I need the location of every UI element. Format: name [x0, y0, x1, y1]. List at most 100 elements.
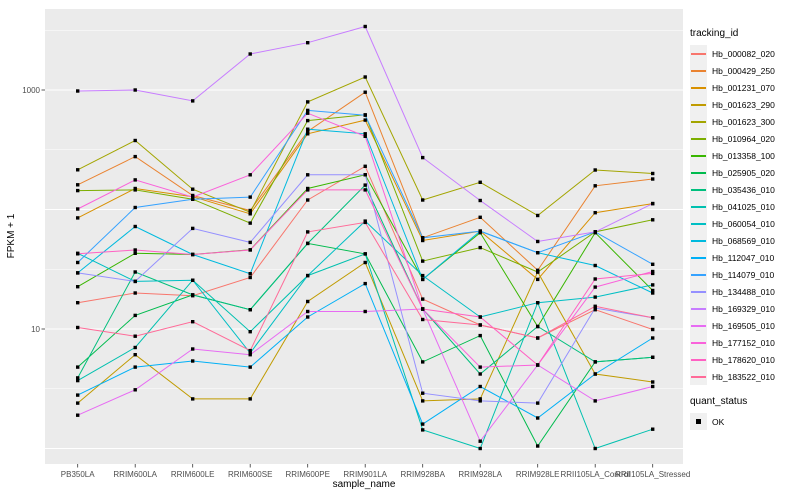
data-point-Hb_112047_010-RRII105LA_Stressed [651, 336, 655, 340]
x-tick-label-RRIM600LE: RRIM600LE [171, 470, 215, 479]
data-point-Hb_169329_010-RRIM928BA [421, 155, 425, 160]
data-point-Hb_177152_010-RRIM600LA [133, 178, 137, 182]
data-point-Hb_183522_010-RRII105LA_Stressed [651, 316, 655, 320]
legend-key-icon [690, 368, 707, 385]
data-point-Hb_001623_300-RRIM901LA [363, 75, 367, 79]
x-axis-title: sample_name [333, 479, 396, 490]
data-point-Hb_112047_010-RRIM600LE [191, 359, 195, 363]
data-point-Hb_041025_010-PB350LA [76, 378, 80, 383]
data-point-Hb_041025_010-RRII105LA_Stressed [651, 427, 655, 431]
y-axis-title: FPKM + 1 [6, 213, 17, 258]
data-point-Hb_001623_290-RRII105LA_Stressed [651, 380, 655, 384]
data-point-Hb_112047_010-RRIM928LA [478, 384, 482, 389]
data-point-Hb_068569_010-RRIM600PE [306, 127, 310, 131]
data-point-Hb_134488_010-RRIM901LA [363, 173, 367, 177]
x-tick-label-RRIM600SE: RRIM600SE [228, 470, 272, 479]
legend-item-Hb_134488_010: Hb_134488_010 [690, 283, 798, 300]
data-point-Hb_134488_010-RRIM600PE [306, 173, 310, 177]
legend-key-icon [690, 113, 707, 130]
data-point-Hb_025905_020-PB350LA [76, 365, 80, 369]
legend-item-Hb_114079_010: Hb_114079_010 [690, 266, 798, 283]
data-point-Hb_177152_010-RRIM600LE [191, 195, 195, 199]
data-point-Hb_010964_020-RRIM600PE [306, 118, 310, 123]
data-point-Hb_035436_010-PB350LA [76, 376, 80, 380]
data-point-Hb_041025_010-RRIM600LA [133, 345, 137, 350]
data-point-Hb_112047_010-RRIM928LE [536, 416, 540, 420]
data-point-Hb_134488_010-RRIM600LE [191, 226, 195, 231]
legend-key-icon [690, 351, 707, 368]
data-point-Hb_001623_300-PB350LA [76, 168, 80, 172]
x-tick-label-RRII105LA_Control: RRII105LA_Control [561, 470, 631, 479]
legend-key-icon [690, 232, 707, 249]
data-point-Hb_060054_010-RRIM600LE [191, 278, 195, 282]
legend-item-Hb_001231_070: Hb_001231_070 [690, 79, 798, 96]
data-point-Hb_025905_020-RRIM928LE [536, 444, 540, 448]
legend-item-label: Hb_060054_010 [712, 218, 775, 229]
data-point-Hb_114079_010-RRIM600LA [133, 205, 137, 210]
data-point-Hb_114079_010-RRIM600LE [191, 197, 195, 201]
legend-item-Hb_001623_300: Hb_001623_300 [690, 113, 798, 130]
data-point-Hb_183522_010-RRIM928LA [478, 323, 482, 327]
legend-item-label: Hb_041025_010 [712, 201, 775, 212]
data-point-Hb_183522_010-RRII105LA_Control [593, 304, 597, 308]
data-point-Hb_060054_010-RRII105LA_Stressed [651, 283, 655, 287]
legend-item-Hb_001623_290: Hb_001623_290 [690, 96, 798, 113]
legend-item-Hb_000429_250: Hb_000429_250 [690, 62, 798, 79]
data-point-Hb_001623_300-RRIM928LE [536, 213, 540, 218]
data-point-Hb_000429_250-RRIM928LA [478, 215, 482, 219]
data-point-Hb_025905_020-RRIM928LA [478, 333, 482, 338]
data-point-Hb_001231_070-RRIM600PE [306, 132, 310, 136]
data-point-Hb_177152_010-RRIM901LA [363, 134, 367, 138]
legend-key-icon [690, 130, 707, 147]
data-point-Hb_041025_010-RRIM901LA [363, 252, 367, 256]
data-point-Hb_068569_010-RRII105LA_Stressed [651, 291, 655, 295]
data-point-Hb_112047_010-PB350LA [76, 393, 80, 397]
legend-key-icon [690, 249, 707, 266]
data-point-Hb_112047_010-RRIM600SE [248, 365, 252, 369]
data-point-Hb_183522_010-PB350LA [76, 325, 80, 330]
data-point-Hb_000082_020-PB350LA [76, 301, 80, 305]
legend-item-label: Hb_010964_020 [712, 133, 775, 144]
legend-item-label: Hb_035436_010 [712, 184, 775, 195]
data-point-Hb_001623_290-RRIM928LA [478, 397, 482, 401]
data-point-Hb_000082_020-RRIM928BA [421, 297, 425, 301]
data-point-Hb_001623_300-RRIM600SE [248, 210, 252, 214]
x-tick-label-PB350LA: PB350LA [61, 470, 95, 479]
axis-ticks [41, 89, 654, 468]
data-point-Hb_000429_250-PB350LA [76, 183, 80, 187]
legend-key-icon [690, 62, 707, 79]
legend-item-label: Hb_001623_290 [712, 99, 775, 110]
legend-item-Hb_010964_020: Hb_010964_020 [690, 130, 798, 147]
data-point-Hb_178620_010-RRIM928LE [536, 363, 540, 367]
data-point-Hb_001623_290-RRIM901LA [363, 260, 367, 265]
data-point-Hb_001623_300-RRIM600PE [306, 100, 310, 104]
x-tick-label-RRIM928LA: RRIM928LA [458, 470, 502, 479]
data-point-Hb_112047_010-RRIM600LA [133, 365, 137, 369]
data-point-Hb_178620_010-PB350LA [76, 252, 80, 256]
data-point-Hb_112047_010-RRII105LA_Control [593, 372, 597, 376]
data-point-Hb_000082_020-RRIM901LA [363, 164, 367, 168]
x-tick-label-RRIM928LE: RRIM928LE [516, 470, 560, 479]
data-point-Hb_169329_010-RRIM600LE [191, 99, 195, 103]
legend-item-label: Hb_112047_010 [712, 252, 775, 263]
data-point-Hb_134488_010-RRIM928LE [536, 401, 540, 405]
legend-item-Hb_169505_010: Hb_169505_010 [690, 317, 798, 334]
data-point-Hb_000429_250-RRIM901LA [363, 90, 367, 94]
x-tick-label-RRIM600PE: RRIM600PE [285, 470, 329, 479]
data-point-Hb_001623_300-RRIM600LE [191, 187, 195, 191]
legend-item-Hb_068569_010: Hb_068569_010 [690, 232, 798, 249]
data-point-Hb_010964_020-RRIM600SE [248, 221, 252, 225]
data-point-Hb_060054_010-RRIM928BA [421, 273, 425, 278]
data-point-Hb_169505_010-RRIM928LA [478, 439, 482, 443]
legend-item-Hb_178620_010: Hb_178620_010 [690, 351, 798, 368]
data-point-Hb_178620_010-RRIM600LE [191, 252, 195, 257]
data-point-Hb_178620_010-RRIM928BA [421, 307, 425, 311]
data-point-Hb_169505_010-PB350LA [76, 413, 80, 417]
data-point-Hb_001623_300-RRIM928LA [478, 180, 482, 184]
legend-item-Hb_035436_010: Hb_035436_010 [690, 181, 798, 198]
data-point-Hb_001623_300-RRIM600LA [133, 138, 137, 143]
data-point-Hb_013358_100-PB350LA [76, 285, 80, 289]
data-point-Hb_001623_290-RRIM600LA [133, 353, 137, 357]
data-point-Hb_001623_290-RRIM600LE [191, 397, 195, 401]
data-point-Hb_000429_250-RRIM600PE [306, 129, 310, 134]
